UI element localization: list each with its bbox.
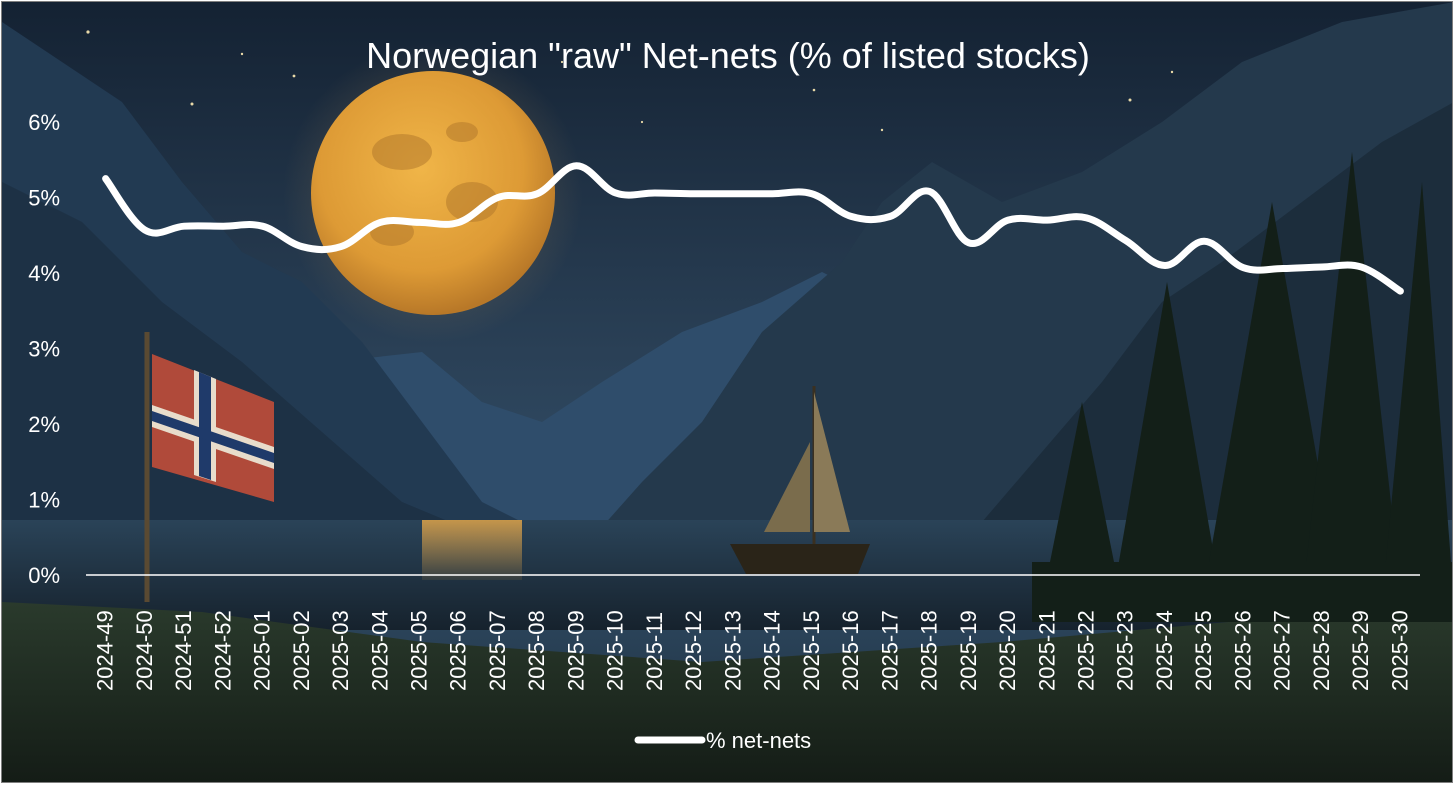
- data-point: [1319, 264, 1325, 270]
- x-tick-label: 2025-20: [995, 610, 1020, 691]
- data-point: [848, 213, 854, 219]
- x-tick-label: 2025-13: [720, 610, 745, 691]
- data-point: [1280, 265, 1286, 271]
- data-point: [1084, 215, 1090, 221]
- data-point: [103, 176, 109, 182]
- data-point: [456, 219, 462, 225]
- data-point: [770, 191, 776, 197]
- data-point: [809, 191, 815, 197]
- x-tick-label: 2025-30: [1387, 610, 1412, 691]
- data-point: [927, 188, 933, 194]
- data-point: [495, 195, 501, 201]
- x-tick-label: 2025-05: [407, 610, 432, 691]
- data-point: [142, 227, 148, 233]
- y-tick-label: 4%: [28, 261, 60, 286]
- data-point: [573, 163, 579, 169]
- y-tick-label: 2%: [28, 412, 60, 437]
- data-point: [1005, 217, 1011, 223]
- series-line-net-nets: [102, 162, 1404, 295]
- y-tick-label: 3%: [28, 337, 60, 362]
- x-tick-label: 2024-51: [171, 610, 196, 691]
- data-point: [613, 190, 619, 196]
- x-tick-label: 2025-17: [877, 610, 902, 691]
- data-point: [1162, 262, 1168, 268]
- data-point: [260, 223, 266, 229]
- y-tick-label: 5%: [28, 186, 60, 211]
- x-tick-label: 2025-14: [760, 610, 785, 691]
- shore: [2, 602, 1452, 782]
- norwegian-flag: [144, 332, 274, 602]
- data-point: [534, 191, 540, 197]
- data-point: [338, 244, 344, 250]
- x-tick-label: 2025-11: [642, 612, 667, 691]
- x-tick-label: 2024-50: [132, 610, 157, 691]
- x-tick-label: 2025-21: [1034, 610, 1059, 691]
- forest: [1032, 152, 1452, 622]
- data-point: [220, 223, 226, 229]
- x-tick-label: 2025-23: [1113, 610, 1138, 691]
- x-tick-label: 2025-07: [485, 610, 510, 691]
- data-point: [1397, 288, 1403, 294]
- data-point: [1240, 265, 1246, 271]
- data-point: [691, 191, 697, 197]
- x-tick-label: 2025-25: [1191, 610, 1216, 691]
- legend: % net-nets: [634, 728, 811, 753]
- x-tick-label: 2025-26: [1230, 610, 1255, 691]
- x-tick-label: 2025-12: [681, 610, 706, 691]
- y-tick-label: 0%: [28, 563, 60, 588]
- data-point: [730, 191, 736, 197]
- x-tick-label: 2025-09: [563, 610, 588, 691]
- x-tick-label: 2025-04: [367, 610, 392, 691]
- x-tick-label: 2025-28: [1309, 610, 1334, 691]
- y-tick-label: 1%: [28, 488, 60, 513]
- x-tick-label: 2025-03: [328, 610, 353, 691]
- data-point: [652, 190, 658, 196]
- x-tick-label: 2025-27: [1270, 610, 1295, 691]
- data-point: [1044, 217, 1050, 223]
- moon: [311, 71, 555, 315]
- legend-label: % net-nets: [706, 728, 811, 753]
- y-tick-label: 6%: [28, 110, 60, 135]
- moon-reflection: [422, 520, 522, 580]
- data-point: [377, 219, 383, 225]
- data-point: [966, 240, 972, 246]
- sailboat: [730, 386, 870, 574]
- data-point: [887, 213, 893, 219]
- x-tick-label: 2025-06: [446, 610, 471, 691]
- chart-title: Norwegian "raw" Net-nets (% of listed st…: [366, 35, 1090, 76]
- x-tick-label: 2025-16: [838, 610, 863, 691]
- y-axis: 0% 1% 2% 3% 4% 5% 6%: [28, 110, 60, 588]
- data-point: [1358, 264, 1364, 270]
- data-point: [181, 223, 187, 229]
- x-tick-label: 2025-24: [1152, 610, 1177, 691]
- x-tick-label: 2025-22: [1074, 610, 1099, 691]
- x-tick-label: 2025-02: [289, 610, 314, 691]
- x-tick-label: 2025-19: [956, 610, 981, 691]
- x-tick-label: 2025-08: [524, 610, 549, 691]
- x-tick-label: 2025-10: [603, 610, 628, 691]
- data-point: [299, 244, 305, 250]
- x-tick-label: 2024-49: [93, 610, 118, 691]
- x-tick-label: 2024-52: [210, 610, 235, 691]
- x-tick-label: 2025-18: [917, 610, 942, 691]
- x-tick-label: 2025-29: [1348, 610, 1373, 691]
- data-point: [1123, 238, 1129, 244]
- data-point: [1201, 238, 1207, 244]
- x-tick-label: 2025-01: [250, 610, 275, 691]
- x-axis: 2024-49 2024-50 2024-51 2024-52 2025-01 2025-…: [93, 610, 1413, 691]
- x-tick-label: 2025-15: [799, 610, 824, 691]
- data-point: [417, 219, 423, 225]
